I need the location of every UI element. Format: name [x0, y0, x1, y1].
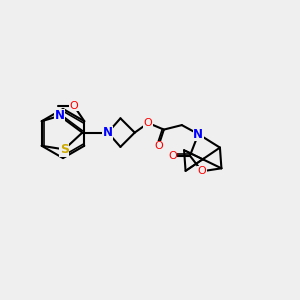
Text: O: O: [198, 166, 206, 176]
Text: S: S: [60, 143, 69, 156]
Text: N: N: [103, 126, 113, 139]
Text: O: O: [154, 141, 163, 151]
Text: O: O: [144, 118, 153, 128]
Text: N: N: [55, 109, 65, 122]
Text: N: N: [193, 128, 203, 141]
Text: O: O: [69, 100, 78, 111]
Text: O: O: [168, 151, 177, 161]
